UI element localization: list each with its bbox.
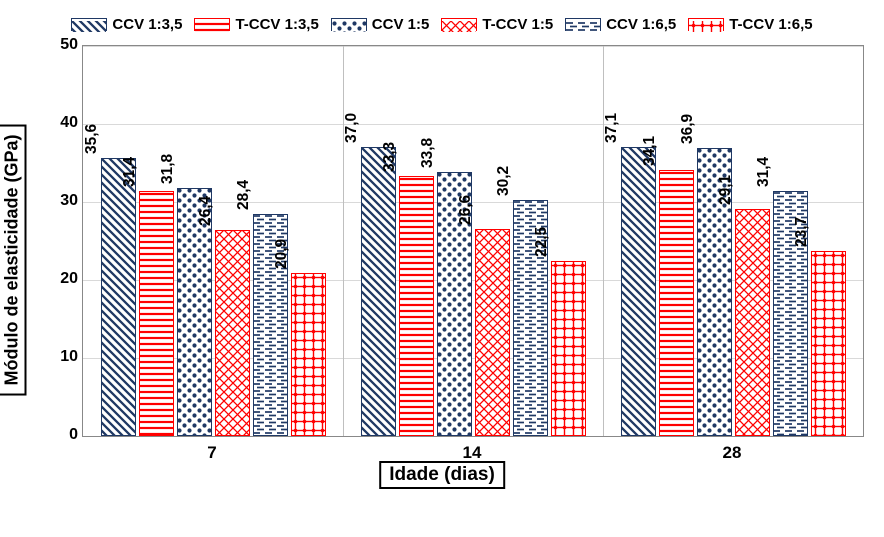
y-tick-label: 40: [48, 114, 78, 132]
x-tick-label: 7: [207, 443, 216, 463]
bar: 37,1: [621, 147, 656, 436]
plot-area: 35,631,431,826,428,420,937,033,333,826,6…: [82, 45, 864, 437]
x-tick-label: 14: [463, 443, 482, 463]
y-tick-label: 30: [48, 192, 78, 210]
bar-value-label: 37,0: [343, 113, 361, 147]
legend-swatch: [331, 18, 367, 31]
bar-value-label: 20,9: [273, 239, 291, 273]
legend-swatch: [194, 18, 230, 31]
legend-label: T-CCV 1:6,5: [729, 16, 812, 33]
plot-wrapper: Módulo de elasticidade (GPa) 35,631,431,…: [20, 45, 864, 475]
bar-value-label: 22,5: [533, 226, 551, 260]
legend-label: T-CCV 1:5: [482, 16, 553, 33]
bar-value-label: 31,8: [159, 154, 177, 188]
bar: 29,1: [735, 209, 770, 436]
bar-value-label: 34,1: [641, 136, 659, 170]
group-separator: [343, 46, 344, 436]
legend-swatch: [71, 18, 107, 31]
legend-item: CCV 1:5: [331, 16, 430, 33]
bar-value-label: 30,2: [495, 166, 513, 200]
group-separator: [603, 46, 604, 436]
x-axis-label: Idade (dias): [379, 461, 505, 489]
bar: 35,6: [101, 158, 136, 436]
bar: 37,0: [361, 147, 396, 436]
y-tick-label: 20: [48, 270, 78, 288]
gridline: [83, 46, 863, 47]
gridline: [83, 124, 863, 125]
x-tick-label: 28: [723, 443, 742, 463]
legend-label: T-CCV 1:3,5: [235, 16, 318, 33]
legend-item: CCV 1:6,5: [565, 16, 676, 33]
legend-label: CCV 1:3,5: [112, 16, 182, 33]
bar-value-label: 33,8: [419, 138, 437, 172]
bar-value-label: 31,4: [121, 157, 139, 191]
bar: 31,4: [139, 191, 174, 436]
bar: 34,1: [659, 170, 694, 436]
bar: 23,7: [811, 251, 846, 436]
legend-swatch: [565, 18, 601, 31]
bar: 26,4: [215, 230, 250, 436]
legend-swatch: [441, 18, 477, 31]
bar: 20,9: [291, 273, 326, 436]
y-tick-label: 0: [48, 426, 78, 444]
bar-value-label: 33,3: [381, 142, 399, 176]
y-tick-label: 50: [48, 36, 78, 54]
legend-item: T-CCV 1:6,5: [688, 16, 812, 33]
legend-label: CCV 1:5: [372, 16, 430, 33]
bar-value-label: 23,7: [793, 217, 811, 251]
legend-item: CCV 1:3,5: [71, 16, 182, 33]
bar-value-label: 29,1: [717, 175, 735, 209]
legend-swatch: [688, 18, 724, 31]
chart-container: CCV 1:3,5 T-CCV 1:3,5 CCV 1:5 T-CCV 1:5 CCV …: [0, 0, 884, 537]
bar-value-label: 26,4: [197, 196, 215, 230]
y-tick-label: 10: [48, 348, 78, 366]
bar: 26,6: [475, 229, 510, 436]
y-axis-label: Módulo de elasticidade (GPa): [0, 124, 27, 395]
legend-item: T-CCV 1:3,5: [194, 16, 318, 33]
bar: 33,3: [399, 176, 434, 436]
chart-legend: CCV 1:3,5 T-CCV 1:3,5 CCV 1:5 T-CCV 1:5 CCV …: [20, 10, 864, 45]
bar-value-label: 37,1: [603, 112, 621, 146]
bar: 22,5: [551, 261, 586, 437]
bar-value-label: 31,4: [755, 157, 773, 191]
bar-value-label: 26,6: [457, 194, 475, 228]
bar-value-label: 35,6: [83, 124, 101, 158]
bar-value-label: 28,4: [235, 180, 253, 214]
bar-value-label: 36,9: [679, 114, 697, 148]
legend-item: T-CCV 1:5: [441, 16, 553, 33]
legend-label: CCV 1:6,5: [606, 16, 676, 33]
